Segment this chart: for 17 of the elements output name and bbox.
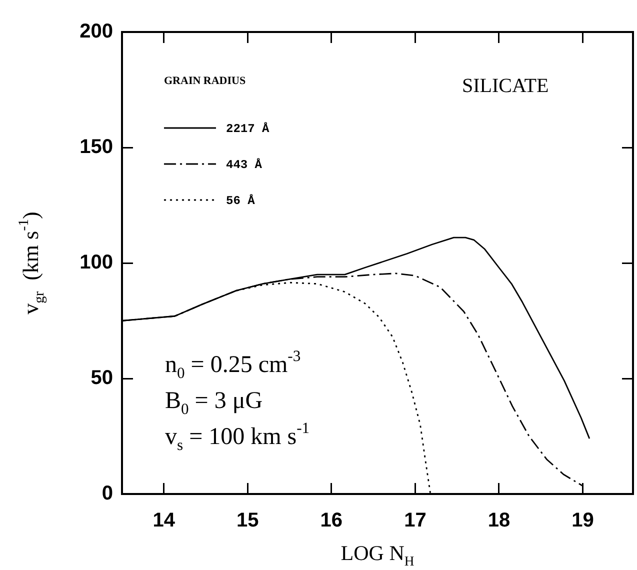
legend-label: 2217 Å — [226, 122, 270, 136]
legend-label: 443 Å — [226, 158, 263, 172]
y-tick-label: 150 — [80, 136, 113, 158]
y-tick-label: 100 — [80, 252, 113, 274]
legend-title: GRAIN RADIUS — [164, 75, 246, 87]
x-tick-label: 16 — [320, 510, 343, 532]
x-tick-label: 14 — [152, 510, 176, 532]
legend-label: 56 Å — [226, 194, 256, 208]
y-tick-label: 0 — [102, 482, 113, 505]
annotation: SILICATE — [462, 75, 549, 97]
x-tick-label: 18 — [488, 510, 510, 532]
x-tick-label: 15 — [236, 510, 259, 532]
x-tick-label: 17 — [404, 510, 426, 532]
y-axis-title: vgr (km s-1) — [16, 212, 48, 314]
x-tick-label: 19 — [572, 510, 594, 532]
y-tick-label: 200 — [80, 20, 113, 43]
y-tick-label: 50 — [90, 367, 113, 390]
